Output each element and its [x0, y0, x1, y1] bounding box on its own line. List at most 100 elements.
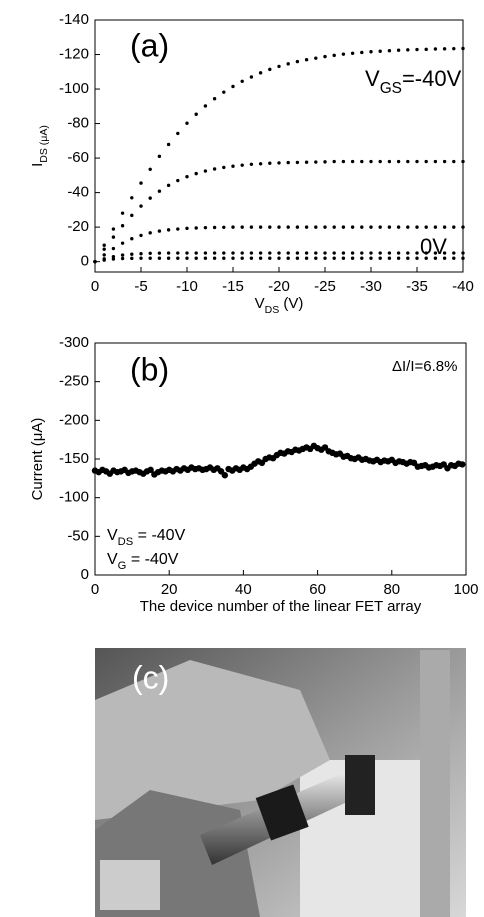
data-point	[277, 256, 281, 260]
y-tick-label: -250	[59, 373, 89, 390]
photo-clamp	[255, 784, 309, 841]
x-tick-label: 80	[383, 581, 400, 598]
data-point	[212, 97, 217, 101]
data-point	[433, 251, 438, 255]
data-point	[415, 159, 419, 164]
data-point	[222, 225, 226, 229]
data-point	[139, 256, 143, 260]
data-point	[194, 171, 198, 176]
data-point	[341, 225, 346, 229]
data-point	[406, 48, 410, 52]
data-point	[406, 251, 410, 255]
data-point	[176, 251, 180, 255]
data-point	[304, 251, 309, 255]
annotation-main: 0V	[420, 234, 447, 259]
photo-screen	[100, 860, 160, 910]
data-point	[332, 53, 336, 58]
data-point	[268, 67, 272, 72]
data-point	[203, 104, 208, 108]
y-tick-label: -120	[59, 45, 89, 62]
x-axis-label: VDS (V)	[255, 295, 304, 316]
data-point	[286, 160, 290, 165]
panel-label: (b)	[130, 351, 169, 387]
data-point	[424, 47, 428, 52]
data-point	[166, 142, 171, 147]
data-point	[304, 160, 309, 164]
x-tick-label: -40	[452, 278, 474, 295]
annotation-main: V	[365, 66, 380, 91]
photo-stage	[95, 660, 330, 820]
x-axis-label-tail: (V)	[279, 295, 303, 312]
data-point	[249, 75, 254, 79]
data-point	[240, 251, 244, 255]
annotation-main: V	[107, 527, 118, 544]
data-point	[203, 256, 208, 260]
data-point	[166, 251, 171, 255]
data-point	[314, 56, 318, 60]
data-point	[332, 159, 336, 164]
data-point	[415, 251, 419, 255]
annotation: ΔI/I=6.8%	[392, 358, 457, 375]
data-point	[240, 225, 244, 229]
data-point	[332, 256, 336, 260]
data-point	[360, 251, 364, 255]
data-point	[102, 258, 106, 262]
data-point	[461, 251, 465, 255]
data-point	[415, 256, 419, 260]
data-point	[350, 225, 355, 229]
data-point	[424, 256, 428, 260]
x-tick-label: -10	[176, 278, 198, 295]
data-point	[148, 231, 152, 235]
y-tick-label: -100	[59, 80, 89, 97]
data-point	[360, 159, 364, 164]
data-point	[387, 49, 392, 53]
annotation: VDS = -40V	[107, 527, 186, 548]
data-point	[130, 252, 134, 256]
data-point	[148, 256, 152, 260]
data-point	[221, 472, 229, 479]
x-tick-label: -30	[360, 278, 382, 295]
data-point	[185, 226, 189, 231]
data-point	[286, 251, 290, 255]
data-point	[176, 131, 180, 136]
x-axis-label-main: V	[255, 295, 265, 312]
x-tick-label: 0	[91, 278, 99, 295]
data-point	[433, 159, 438, 164]
data-point	[378, 225, 382, 229]
data-point	[314, 251, 318, 255]
annotation-sub: G	[118, 560, 127, 572]
data-point	[120, 253, 125, 257]
data-point	[249, 225, 254, 229]
data-point	[258, 71, 263, 75]
data-point	[102, 247, 106, 251]
y-axis-label: IDS (μA)	[29, 125, 50, 167]
photo-label: (c)	[132, 659, 169, 695]
data-point	[406, 225, 410, 229]
x-tick-label: -15	[222, 278, 244, 295]
data-point	[93, 259, 97, 264]
data-point	[396, 225, 401, 229]
data-point	[341, 256, 346, 260]
data-point	[120, 256, 125, 261]
data-point	[369, 225, 373, 229]
data-point	[415, 47, 419, 52]
data-point	[323, 160, 327, 164]
data-point	[378, 256, 382, 260]
data-point	[350, 159, 355, 164]
data-point	[185, 251, 189, 255]
data-point	[240, 163, 244, 167]
data-point	[148, 251, 152, 256]
data-point	[360, 50, 364, 55]
data-point	[452, 225, 456, 229]
data-point	[442, 256, 447, 260]
data-point	[249, 162, 254, 166]
data-point	[295, 59, 300, 64]
data-point	[433, 47, 438, 51]
data-point	[166, 256, 171, 260]
data-point	[139, 252, 143, 256]
data-point	[387, 251, 392, 255]
data-point	[277, 251, 281, 255]
data-point	[424, 251, 428, 255]
annotation-sub: DS	[118, 536, 134, 548]
